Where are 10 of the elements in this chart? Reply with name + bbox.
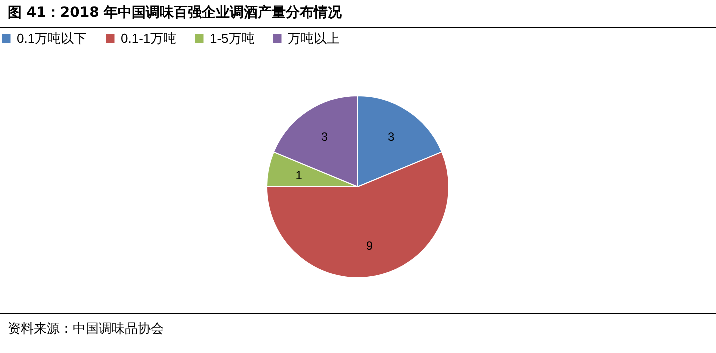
data-label: 1 (296, 168, 303, 182)
text: 资料来源：中国调味品协会 (0, 313, 716, 344)
legend-label: 0.1-1万吨 (121, 30, 177, 46)
legend-label: 0.1万吨以下 (17, 30, 88, 46)
data-label: 9 (366, 238, 374, 253)
legend-label: 万吨以上 (288, 30, 340, 46)
data-label: 3 (388, 130, 395, 144)
data-label: 3 (321, 130, 328, 144)
chart-title: 图 41：2018 年中国调味百强企业调酒产量分布情况 (0, 0, 716, 28)
legend-label: 1-5万吨 (210, 30, 255, 46)
